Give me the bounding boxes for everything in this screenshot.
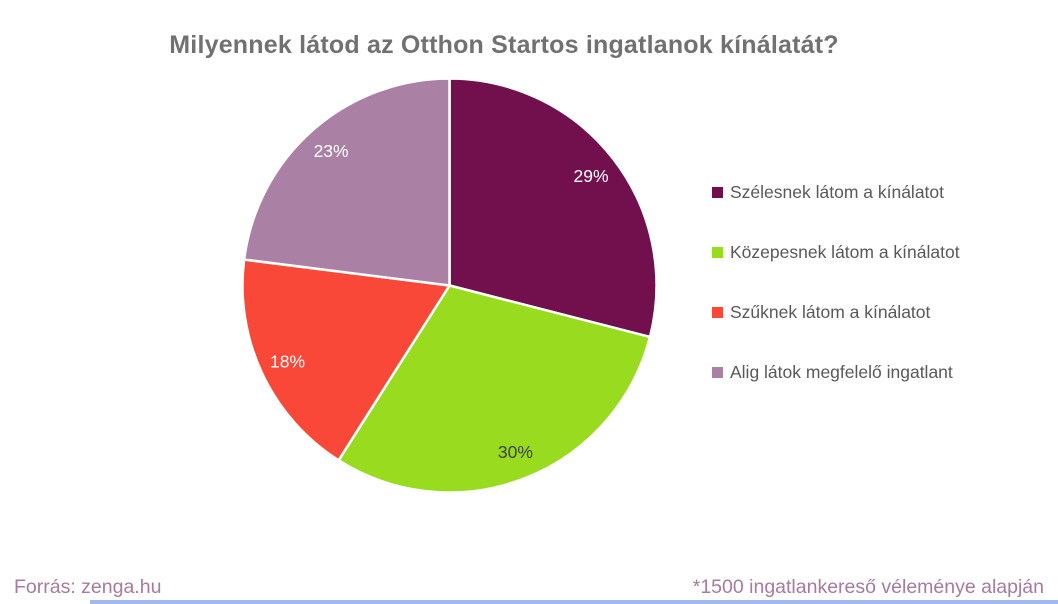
sample-note-text: *1500 ingatlankereső véleménye alapján — [692, 576, 1044, 598]
legend-item: Szélesnek látom a kínálatot — [712, 181, 960, 203]
pie-slice — [337, 284, 652, 494]
legend-swatch — [712, 186, 723, 198]
bottom-accent-bar — [90, 600, 1058, 604]
pie-slice — [242, 77, 451, 287]
legend-swatch — [712, 366, 723, 378]
pie-slice — [448, 77, 658, 339]
source-text: Forrás: zenga.hu — [14, 576, 162, 598]
legend-item: Szűknek látom a kínálatot — [712, 301, 960, 323]
legend-swatch — [712, 306, 723, 318]
legend: Szélesnek látom a kínálatot Közepesnek lá… — [712, 181, 960, 421]
legend-label: Szélesnek látom a kínálatot — [730, 181, 945, 202]
pie-chart-svg: 29% 30% 18% 23% — [241, 77, 658, 494]
legend-label: Közepesnek látom a kínálatot — [730, 241, 960, 262]
legend-label: Szűknek látom a kínálatot — [730, 301, 931, 322]
legend-item: Közepesnek látom a kínálatot — [712, 241, 960, 263]
legend-swatch — [712, 246, 723, 258]
pie-slice-percentage-label: 23% — [314, 141, 349, 161]
pie-slice-percentage-label: 29% — [573, 166, 608, 186]
pie-chart: 29% 30% 18% 23% — [239, 75, 660, 496]
pie-slice-percentage-label: 30% — [498, 442, 533, 462]
pie-slice-percentage-label: 18% — [270, 352, 305, 372]
chart-title: Milyennek látod az Otthon Startos ingatl… — [169, 31, 839, 59]
legend-label: Alig látok megfelelő ingatlant — [730, 361, 953, 382]
pie-slice — [241, 258, 451, 462]
legend-item: Alig látok megfelelő ingatlant — [712, 361, 960, 383]
